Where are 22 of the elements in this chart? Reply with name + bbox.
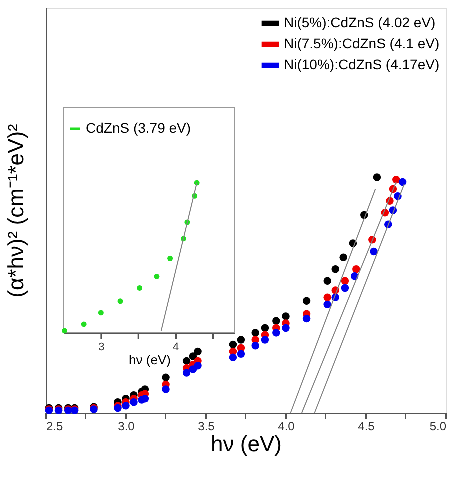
x-tick-label: 3.0 <box>118 420 136 434</box>
legend-label: Ni(5%):CdZnS (4.02 eV) <box>284 14 436 30</box>
y-axis-title: (α*hν)² (cm⁻¹*eV)² <box>4 124 28 298</box>
x-tick-label: 2.5 <box>46 420 64 434</box>
point <box>137 285 143 291</box>
point <box>62 328 68 334</box>
x-tick-label: 4.0 <box>278 420 296 434</box>
point <box>81 322 87 328</box>
x-tick-label: 3.5 <box>198 420 216 434</box>
legend-label: Ni(7.5%):CdZnS (4.1 eV) <box>284 36 440 52</box>
legend-label: CdZnS (3.79 eV) <box>86 120 192 136</box>
x-tick-label: 3 <box>98 342 105 354</box>
point <box>98 310 104 316</box>
x-tick-label: 5.0 <box>430 420 447 434</box>
point <box>118 298 124 304</box>
x-tick-label: 4.5 <box>358 420 376 434</box>
legend-label: Ni(10%):CdZnS (4.17eV) <box>284 56 440 72</box>
x-axis-title: hν (eV) <box>129 352 171 368</box>
x-axis-title: hν (eV) <box>211 432 282 456</box>
point <box>154 274 160 280</box>
x-tick-label: 4 <box>172 342 180 354</box>
point <box>168 256 174 262</box>
